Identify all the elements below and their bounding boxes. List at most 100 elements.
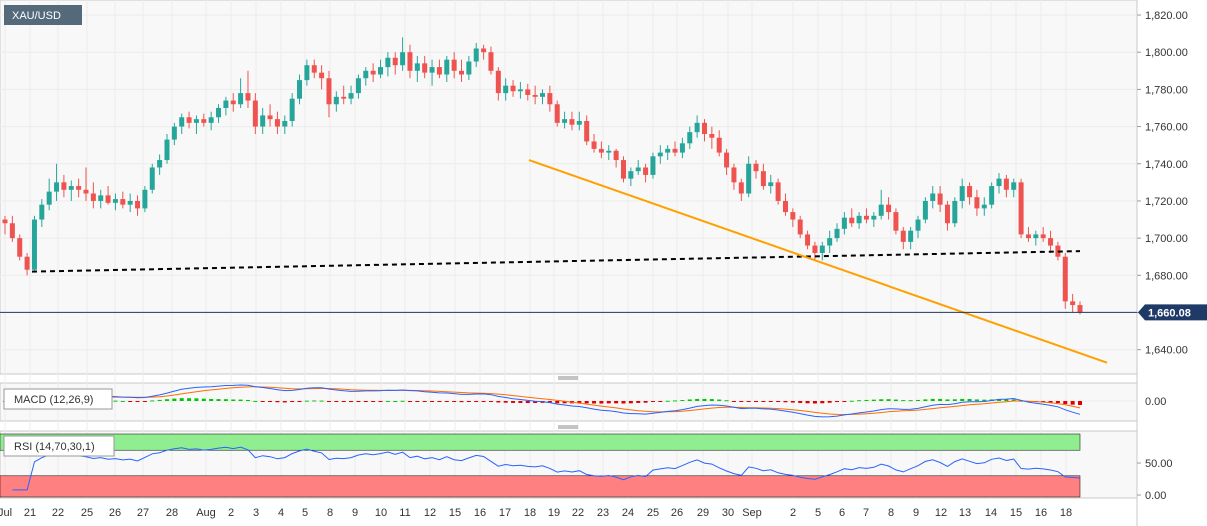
- macd-histogram-bar: [326, 401, 331, 402]
- macd-histogram-bar: [835, 401, 840, 403]
- macd-histogram-bar: [179, 398, 184, 401]
- y-tick-label: 1,680.00: [1145, 270, 1188, 282]
- macd-histogram-bar: [312, 400, 317, 402]
- candle-up: [149, 167, 155, 190]
- macd-histogram-bar: [849, 400, 854, 402]
- macd-histogram-bar: [842, 401, 847, 402]
- candle-up: [628, 171, 634, 179]
- candle-down: [370, 70, 376, 75]
- candle-up: [466, 61, 472, 75]
- macd-histogram-bar: [709, 399, 714, 401]
- macd-histogram-bar: [680, 400, 685, 402]
- candle-down: [105, 195, 111, 203]
- x-tick-label: Jul: [0, 507, 12, 519]
- macd-histogram-bar: [466, 401, 471, 402]
- candle-up: [540, 93, 545, 97]
- macd-histogram-bar: [857, 400, 862, 402]
- x-tick-label: 12: [424, 507, 436, 519]
- macd-histogram-bar: [930, 398, 935, 401]
- macd-histogram-bar: [805, 401, 810, 404]
- macd-histogram-bar: [1070, 401, 1075, 405]
- macd-histogram-bar: [952, 399, 957, 401]
- macd-histogram-bar: [120, 400, 125, 402]
- macd-histogram-bar: [268, 401, 273, 402]
- candle-up: [746, 163, 752, 194]
- candle-up: [216, 107, 222, 118]
- candle-down: [620, 160, 626, 179]
- macd-histogram-bar: [658, 401, 663, 402]
- last-price-badge: [1138, 304, 1207, 321]
- candle-down: [422, 63, 428, 73]
- x-tick-label: 25: [647, 507, 659, 519]
- x-tick-label: 7: [863, 507, 869, 519]
- macd-histogram-bar: [253, 400, 258, 402]
- candle-up: [606, 150, 612, 153]
- macd-histogram-bar: [1004, 399, 1009, 401]
- macd-histogram-bar: [673, 400, 678, 402]
- macd-histogram-bar: [194, 398, 199, 401]
- x-tick-label: 12: [935, 507, 947, 519]
- rsi-label-badge: [3, 435, 115, 457]
- candle-down: [937, 193, 943, 205]
- macd-histogram-bar: [827, 401, 832, 403]
- candle-up: [650, 156, 656, 175]
- macd-histogram-bar: [702, 398, 707, 401]
- macd-histogram-bar: [503, 401, 508, 403]
- candle-down: [944, 204, 950, 224]
- macd-histogram-bar: [577, 401, 582, 404]
- candle-up: [915, 219, 921, 231]
- candle-up: [282, 120, 288, 127]
- candle-up: [768, 182, 774, 187]
- macd-histogram-bar: [621, 401, 626, 404]
- candle-up: [260, 115, 266, 127]
- macd-histogram-bar: [128, 401, 133, 402]
- macd-histogram-bar: [982, 399, 987, 401]
- macd-histogram-bar: [1048, 401, 1053, 403]
- x-tick-label: 15: [1010, 507, 1022, 519]
- macd-histogram-bar: [555, 401, 560, 404]
- x-tick-label: 9: [352, 507, 358, 519]
- candle-up: [400, 52, 406, 66]
- candle-down: [760, 171, 766, 187]
- y-tick-label: 1,740.00: [1145, 159, 1188, 171]
- macd-histogram-bar: [459, 401, 464, 403]
- candle-down: [326, 78, 332, 105]
- candle-up: [841, 217, 847, 229]
- descending-trendline: [528, 159, 1108, 364]
- macd-histogram-bar: [157, 399, 162, 401]
- candle-up: [414, 63, 420, 71]
- candle-down: [459, 70, 465, 75]
- macd-histogram-bar: [938, 398, 943, 401]
- macd-histogram-bar: [665, 400, 670, 402]
- candle-down: [1062, 256, 1068, 302]
- candle-up: [981, 204, 987, 209]
- macd-histogram-bar: [474, 401, 479, 402]
- candle-up: [378, 67, 384, 75]
- macd-histogram-bar: [790, 401, 795, 403]
- macd-histogram-bar: [290, 401, 295, 403]
- candle-down: [753, 163, 759, 172]
- candle-up: [1011, 182, 1017, 190]
- macd-label-badge: [3, 388, 113, 410]
- candle-up: [908, 230, 914, 242]
- macd-histogram-bar: [385, 400, 390, 402]
- candle-down: [1018, 182, 1024, 235]
- macd-histogram-bar: [238, 399, 243, 401]
- macd-signal-line: [4, 386, 1081, 416]
- x-tick-label: 8: [888, 507, 894, 519]
- candle-down: [569, 119, 575, 125]
- candle-up: [834, 228, 840, 239]
- macd-histogram-bar: [164, 399, 169, 401]
- macd-histogram-bar: [260, 401, 265, 402]
- macd-histogram-bar: [245, 399, 250, 401]
- macd-histogram-bar: [650, 401, 655, 402]
- macd-histogram-bar: [717, 399, 722, 401]
- candle-down: [392, 57, 398, 66]
- candle-down: [701, 122, 707, 135]
- candle-up: [355, 78, 361, 94]
- candle-down: [591, 141, 597, 149]
- candle-up: [333, 96, 339, 105]
- macd-histogram-bar: [695, 398, 700, 401]
- macd-histogram-bar: [886, 399, 891, 401]
